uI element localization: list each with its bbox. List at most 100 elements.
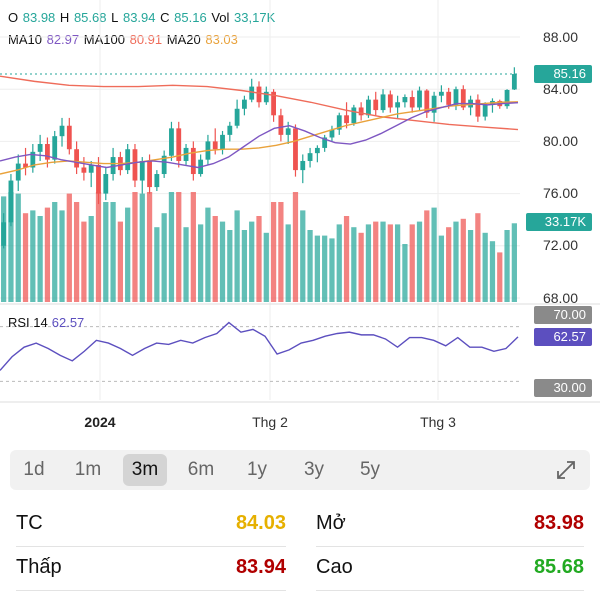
high-stat-value: 85.68 [533,556,584,578]
candle-body [190,147,196,175]
volume-bar [467,230,474,302]
volume-bar [475,213,481,302]
range-button-1y[interactable]: 1y [246,459,268,480]
volume-bar [387,224,393,302]
candle-body [417,90,422,108]
candle-body [424,90,430,113]
volume-bar [263,232,269,302]
range-button-1d[interactable]: 1d [23,459,45,480]
volume-bar [307,230,313,302]
price-axis-label: 68.00 [543,290,578,306]
volume-bar [168,192,175,302]
volume-bar [438,235,445,302]
candle-body [373,99,379,111]
ma20-label: MA20 [166,32,201,47]
grid-lines [0,0,600,403]
volume-bar [300,210,306,302]
candle-body [176,128,182,161]
volume-bar [241,230,248,302]
range-button-1m[interactable]: 1m [74,459,102,480]
candle-body [438,91,444,96]
volume-bar [22,213,29,302]
volume-bar [373,221,379,302]
volume-bar [314,235,320,302]
range-button-3m[interactable]: 3m [123,454,167,486]
candle-body [395,102,401,108]
volume-bar [139,193,145,302]
ma20-line [0,101,519,175]
ma100-value: 80.91 [129,32,163,47]
ma20-value: 83.03 [205,32,238,47]
range-button-6m[interactable]: 6m [187,459,215,480]
volume-bar [81,221,87,302]
expand-icon[interactable] [554,458,578,482]
candle-body [8,180,14,223]
ma10-value: 82.97 [46,32,80,47]
candle-body [45,144,50,160]
volume-bar [322,235,328,302]
volume-bar [95,192,102,302]
range-button-3y[interactable]: 3y [303,459,325,480]
volume-bar [489,241,496,302]
volume-bar [73,202,80,302]
candle-body [322,137,328,148]
candle-body [460,89,466,108]
open-stat-value: 83.98 [533,512,584,534]
candle-body [110,157,116,175]
candle-body [154,174,160,188]
volume-bar [205,207,211,302]
time-axis: 2024 Thg 2 Thg 3 [84,414,456,430]
volume-bar [424,210,430,302]
open-label: O [8,10,19,25]
candle-body [227,125,233,135]
volume-bar [256,216,262,302]
ma100-label: MA100 [83,32,125,47]
candle-body [220,134,225,150]
volume-bar [343,216,350,302]
candle-body [366,99,371,116]
volume-bar [183,227,189,302]
moving-averages [0,73,520,175]
time-axis-label: 2024 [84,414,115,430]
volume-bar [365,224,372,302]
volume-tag: 33.17K [526,213,592,231]
candle-body [30,151,36,168]
close-label: C [160,10,170,25]
volume-bar [37,216,43,302]
volume-bar [453,221,459,302]
volume-bar [416,221,423,302]
candle-body [511,74,517,90]
volume-bar [329,238,335,302]
volume-bar [402,244,408,302]
volume-bar [132,192,138,302]
time-axis-label: Thg 3 [420,414,456,430]
candle-body [132,149,138,181]
volume-bar [409,224,415,302]
candle-body [66,125,72,150]
price-axis-label: 72.00 [543,237,578,253]
candle-body [271,91,276,116]
ohlc-readout: O 83.98 H 85.68 L 83.94 C 85.16 Vol 33,1… [8,10,276,25]
candle-body [256,86,262,103]
volume-bar [154,227,160,302]
candle-body [293,128,298,171]
candle-body [81,167,87,173]
rsi-level-30-tag: 30.00 [534,379,592,397]
rsi-level-70-tag: 70.00 [534,306,592,324]
price-axis: 88.00 84.00 80.00 76.00 72.00 68.00 [543,29,578,306]
candle-body [74,149,80,168]
candle-body [212,141,218,150]
volume-bar [336,224,342,302]
volume-bar [497,252,503,302]
candle-body [263,91,269,103]
ma-readout: MA10 82.97 MA100 80.91 MA20 83.03 [8,32,239,47]
volume-bar [394,224,401,302]
range-button-5y[interactable]: 5y [359,459,381,480]
candle-body [161,155,167,175]
volume-bar [198,224,204,302]
candle-body [453,89,459,105]
volume-bar [30,210,36,302]
price-chart[interactable]: 88.00 84.00 80.00 76.00 72.00 68.00 2024… [0,0,600,440]
candle-body [336,115,342,130]
volume-bar [270,202,277,302]
